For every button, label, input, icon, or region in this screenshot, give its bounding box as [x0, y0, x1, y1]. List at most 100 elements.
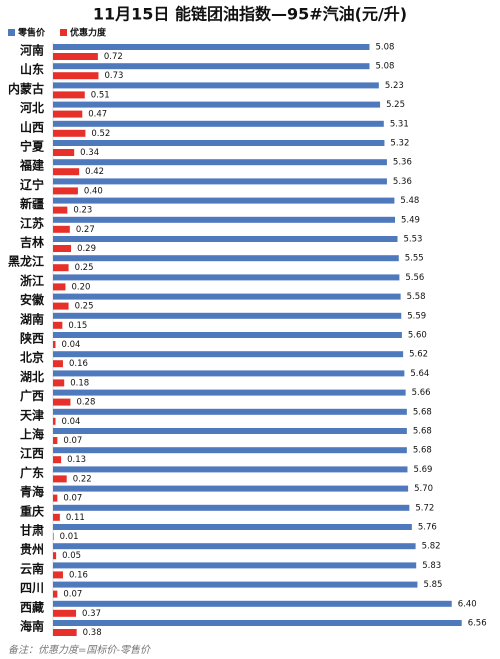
category-label: 北京	[20, 350, 44, 365]
value-label: 0.52	[91, 129, 110, 139]
value-label: 0.07	[63, 436, 82, 446]
value-label: 0.34	[80, 148, 99, 158]
value-label: 5.83	[422, 561, 441, 571]
value-label: 5.58	[407, 292, 426, 302]
value-label: 0.07	[63, 590, 82, 600]
bar	[53, 72, 99, 80]
value-label: 5.60	[408, 331, 427, 341]
value-label: 5.36	[393, 158, 412, 168]
value-label: 0.11	[66, 513, 85, 523]
bar	[53, 360, 63, 368]
value-label: 5.66	[412, 388, 431, 398]
category-label: 广东	[20, 465, 44, 480]
footnote: 备注：优惠力度=国标价-零售价	[8, 644, 151, 656]
category-label: 湖南	[20, 311, 44, 326]
bar	[53, 513, 60, 521]
bar	[53, 629, 77, 636]
value-label: 0.23	[73, 206, 92, 216]
bar	[53, 475, 67, 483]
category-label: 吉林	[20, 235, 44, 250]
bar	[53, 101, 381, 108]
value-label: 0.42	[85, 167, 104, 177]
category-label: 广西	[20, 388, 44, 403]
bar	[53, 187, 78, 195]
bar	[53, 332, 402, 338]
legend-swatch	[60, 29, 67, 36]
value-label: 0.28	[76, 398, 95, 408]
bar	[53, 379, 65, 387]
value-label: 5.72	[415, 503, 434, 513]
bar	[53, 283, 66, 291]
value-label: 0.29	[77, 244, 96, 254]
bar	[53, 504, 410, 511]
category-label: 河北	[19, 100, 44, 115]
category-label: 宁夏	[20, 139, 45, 154]
value-label: 0.16	[69, 359, 88, 369]
value-label: 5.32	[390, 139, 409, 149]
category-label: 内蒙古	[8, 81, 44, 96]
bar	[53, 168, 80, 176]
value-label: 0.20	[71, 282, 90, 292]
bar	[53, 274, 400, 281]
value-label: 0.72	[104, 52, 123, 62]
bar	[53, 417, 56, 425]
value-label: 6.56	[468, 619, 487, 629]
category-label: 四川	[20, 581, 44, 595]
value-label: 5.69	[413, 465, 432, 475]
bar	[53, 236, 398, 242]
value-label: 0.22	[73, 474, 92, 484]
category-label: 辽宁	[20, 177, 44, 192]
bar	[53, 533, 54, 540]
bar	[53, 245, 72, 252]
value-label: 5.36	[393, 177, 412, 187]
category-label: 新疆	[20, 196, 44, 211]
bar	[53, 264, 69, 272]
bar	[53, 302, 69, 310]
bar	[53, 494, 58, 502]
value-label: 0.27	[76, 225, 95, 235]
bar	[53, 293, 401, 300]
value-label: 0.04	[61, 340, 80, 350]
value-label: 5.64	[410, 369, 429, 379]
category-label: 山东	[20, 62, 44, 77]
bar	[53, 447, 407, 454]
bar	[53, 140, 385, 146]
category-label: 浙江	[20, 273, 44, 288]
category-label: 甘肃	[20, 523, 44, 538]
category-label: 江西	[20, 446, 44, 461]
bar	[53, 600, 452, 607]
value-label: 5.23	[385, 81, 404, 91]
bar	[53, 552, 57, 560]
value-label: 0.51	[91, 90, 110, 100]
bar	[53, 456, 62, 464]
value-label: 5.08	[375, 62, 394, 72]
value-label: 5.49	[401, 215, 420, 225]
bar	[53, 91, 85, 99]
bar	[53, 120, 384, 127]
value-label: 0.40	[84, 186, 103, 196]
bar	[53, 370, 405, 377]
legend-label: 优惠力度	[70, 27, 107, 39]
value-label: 0.18	[70, 378, 89, 388]
value-label: 5.68	[413, 427, 432, 437]
chart-title: 11月15日 能链团油指数—95#汽油(元/升)	[93, 5, 407, 24]
value-label: 5.82	[422, 542, 441, 552]
bar	[53, 398, 71, 406]
category-label: 海南	[20, 619, 44, 634]
category-label: 安徽	[20, 292, 45, 307]
value-label: 5.48	[400, 196, 419, 206]
category-label: 山西	[20, 119, 44, 134]
category-label: 黑龙江	[8, 254, 44, 269]
category-label: 西藏	[20, 599, 44, 614]
value-label: 0.13	[67, 455, 86, 465]
value-label: 5.56	[405, 273, 424, 283]
bar	[53, 485, 409, 492]
bar	[53, 312, 402, 319]
bar	[53, 524, 412, 530]
bar	[53, 149, 75, 156]
value-label: 0.05	[62, 551, 81, 561]
bar	[53, 178, 387, 185]
bar	[53, 428, 407, 434]
bar	[53, 437, 58, 444]
